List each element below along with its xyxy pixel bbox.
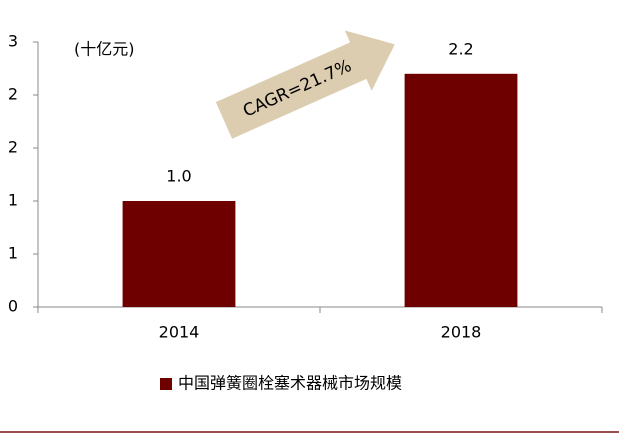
y-tick-label: 2 <box>8 138 18 157</box>
bar <box>122 201 236 307</box>
y-tick-label: 3 <box>8 32 18 51</box>
y-tick-label: 1 <box>8 191 18 210</box>
y-tick-label: 2 <box>8 85 18 104</box>
value-label: 1.0 <box>166 167 191 186</box>
legend-swatch <box>160 378 172 390</box>
cagr-arrow: CAGR=21.7% <box>215 30 395 139</box>
x-tick-label: 2018 <box>441 323 482 342</box>
y-tick-label: 0 <box>8 297 18 316</box>
value-label: 2.2 <box>448 39 473 58</box>
x-tick-label: 2014 <box>159 323 200 342</box>
y-tick-label: 1 <box>8 244 18 263</box>
unit-label: (十亿元) <box>74 40 135 59</box>
legend-label: 中国弹簧圈栓塞术器械市场规模 <box>178 374 402 393</box>
bar <box>404 73 518 307</box>
arrow-shape <box>215 30 395 139</box>
